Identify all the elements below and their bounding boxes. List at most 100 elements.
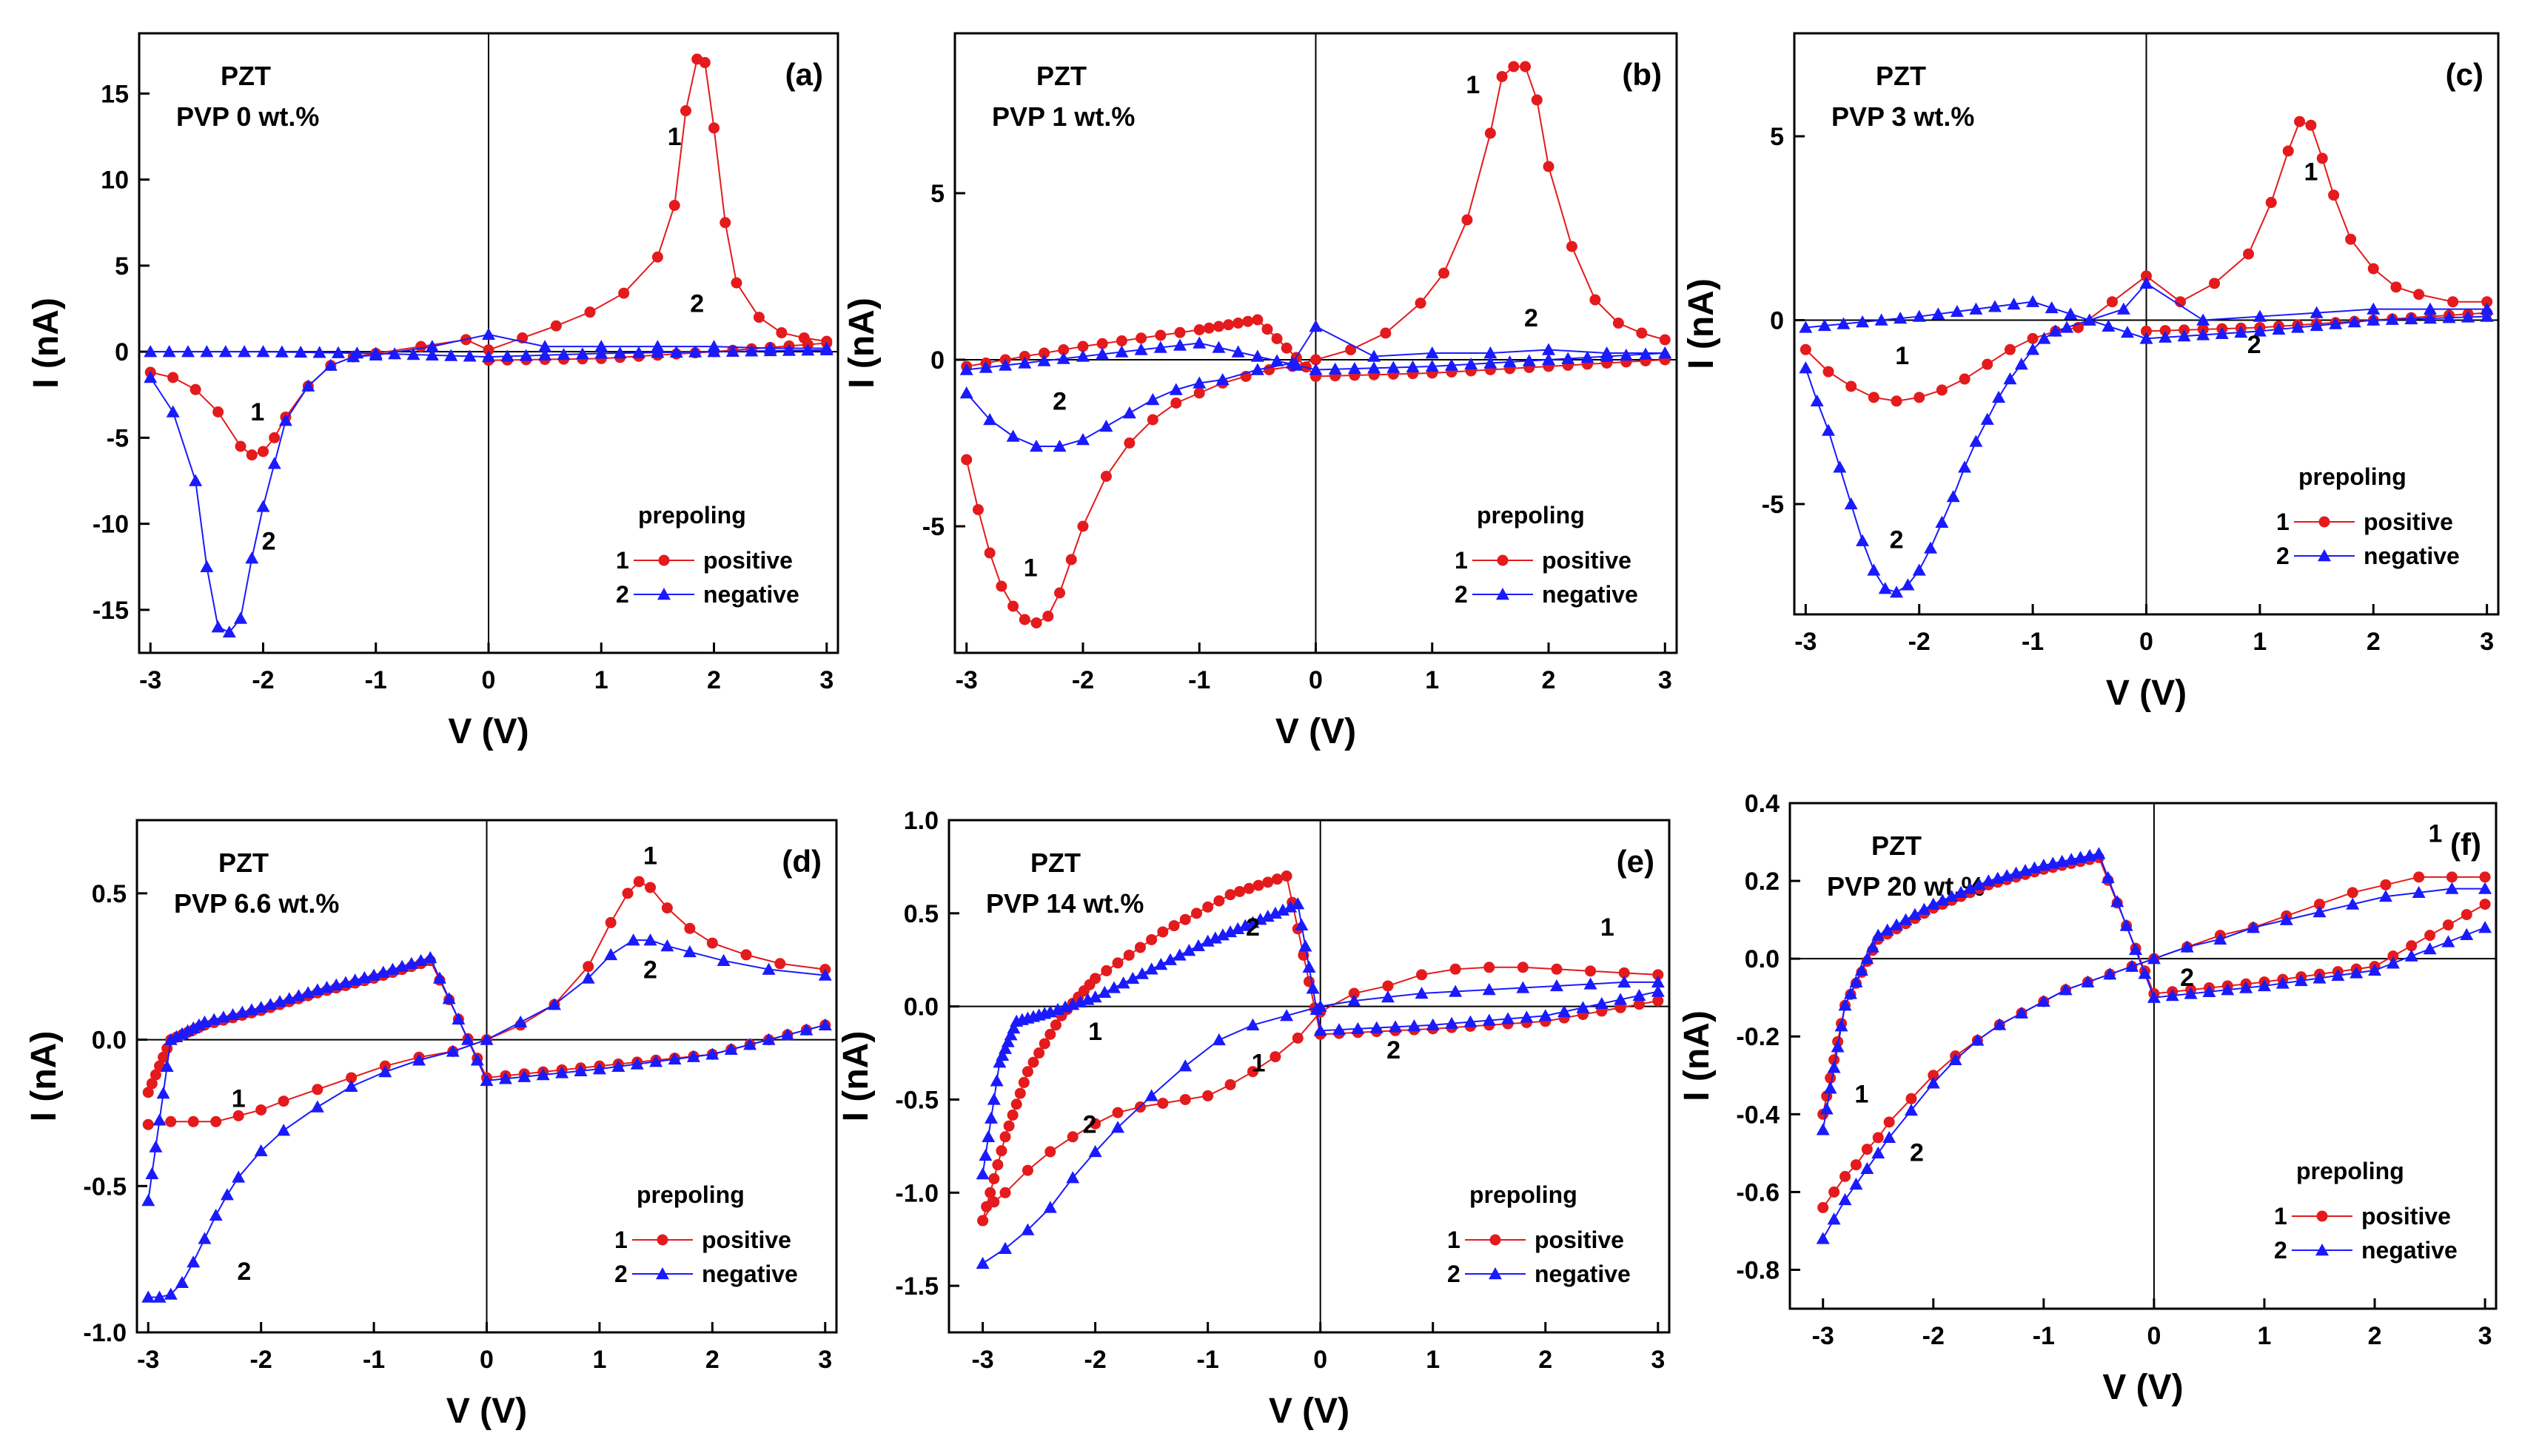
data-point	[2141, 270, 2152, 282]
data-point	[1945, 890, 1959, 902]
data-point	[1123, 949, 1135, 961]
data-point	[1557, 1004, 1572, 1017]
data-point	[774, 958, 786, 970]
y-tick-label: -0.6	[1736, 1178, 1780, 1207]
data-point	[1816, 1123, 1830, 1135]
data-point	[987, 1093, 1001, 1105]
data-point	[2055, 854, 2069, 868]
legend-title: prepoling	[2296, 1158, 2404, 1184]
data-point	[2329, 317, 2343, 329]
data-point	[1246, 1018, 1260, 1030]
curve-number-label: 2	[1246, 913, 1260, 942]
data-point	[1868, 392, 1879, 403]
x-tick-label: 3	[818, 1346, 832, 1374]
data-point	[1193, 324, 1205, 335]
data-point	[1838, 1192, 1852, 1206]
data-point	[1612, 318, 1624, 329]
data-point	[1618, 967, 1630, 979]
data-point	[2253, 324, 2267, 337]
data-point	[1464, 358, 1478, 370]
data-point	[2009, 866, 2023, 879]
data-point	[731, 277, 742, 289]
curve-number-label: 2	[2180, 964, 2194, 992]
data-point	[1243, 882, 1255, 894]
data-point	[984, 547, 996, 559]
data-point	[584, 306, 596, 318]
data-point	[1816, 1232, 1830, 1244]
data-point	[575, 347, 589, 360]
data-point	[1242, 315, 1254, 327]
data-point	[1874, 313, 1888, 326]
data-point	[1088, 990, 1102, 1003]
data-point	[611, 1059, 625, 1073]
legend-entry: negative	[1542, 581, 1638, 608]
data-point	[312, 1084, 323, 1096]
data-point	[1007, 600, 1019, 612]
data-point	[160, 1059, 174, 1073]
data-point	[2272, 322, 2286, 335]
data-point	[1170, 397, 1182, 409]
legend-marker	[1496, 588, 1509, 600]
data-point	[2014, 358, 2028, 370]
y-tick-label: -5	[107, 424, 129, 452]
data-point	[232, 1110, 244, 1121]
data-point	[2103, 967, 2117, 980]
legend-number: 1	[616, 547, 629, 574]
data-point	[645, 882, 657, 893]
data-point	[480, 1073, 494, 1087]
data-point	[1382, 980, 1394, 992]
data-point	[1950, 304, 1964, 318]
data-point	[256, 345, 270, 358]
data-point	[2314, 899, 2325, 910]
y-axis-title: I (nA)	[842, 298, 882, 389]
data-point	[1065, 554, 1077, 566]
data-point	[2480, 302, 2494, 315]
data-point	[1022, 1066, 1033, 1078]
data-point	[1173, 948, 1187, 961]
data-point	[425, 340, 439, 352]
data-point	[699, 57, 711, 69]
data-point	[2478, 921, 2492, 933]
legend-title: prepoling	[2298, 463, 2406, 490]
data-point	[1425, 346, 1439, 359]
series-negative	[141, 933, 832, 1303]
data-point	[310, 983, 324, 996]
data-point	[1483, 962, 1495, 973]
data-point	[762, 1033, 776, 1045]
legend-marker	[2318, 516, 2330, 528]
x-tick-label: 0	[2147, 1322, 2161, 1350]
data-point	[1415, 298, 1426, 309]
data-point	[1208, 931, 1222, 944]
data-point	[1406, 360, 1420, 372]
data-point	[1270, 354, 1284, 366]
data-point	[152, 1290, 167, 1303]
data-point	[1212, 340, 1226, 353]
curve-number-label: 1	[232, 1085, 246, 1113]
data-point	[1416, 969, 1428, 981]
x-tick-label: -2	[252, 666, 274, 694]
data-point	[1659, 334, 1671, 346]
y-tick-label: -0.5	[83, 1172, 127, 1201]
data-point	[310, 1100, 324, 1113]
legend-marker	[2318, 549, 2331, 562]
data-point	[1948, 1053, 1962, 1065]
data-point	[753, 312, 765, 323]
data-point	[1917, 902, 1931, 915]
x-tick-label: 0	[482, 666, 496, 694]
data-point	[1633, 999, 1645, 1010]
data-point	[651, 251, 663, 263]
data-point	[2165, 989, 2179, 1002]
data-point	[2147, 952, 2161, 964]
data-point	[164, 1287, 178, 1300]
data-point	[2082, 313, 2096, 326]
data-point	[2213, 932, 2227, 945]
data-point	[976, 1167, 990, 1180]
data-point	[278, 1096, 289, 1107]
data-point	[782, 343, 796, 356]
data-point	[1580, 351, 1594, 363]
data-point	[2221, 983, 2235, 996]
data-point	[348, 973, 362, 986]
data-point	[141, 1290, 155, 1303]
data-point	[1146, 393, 1160, 406]
data-point	[1238, 919, 1252, 931]
